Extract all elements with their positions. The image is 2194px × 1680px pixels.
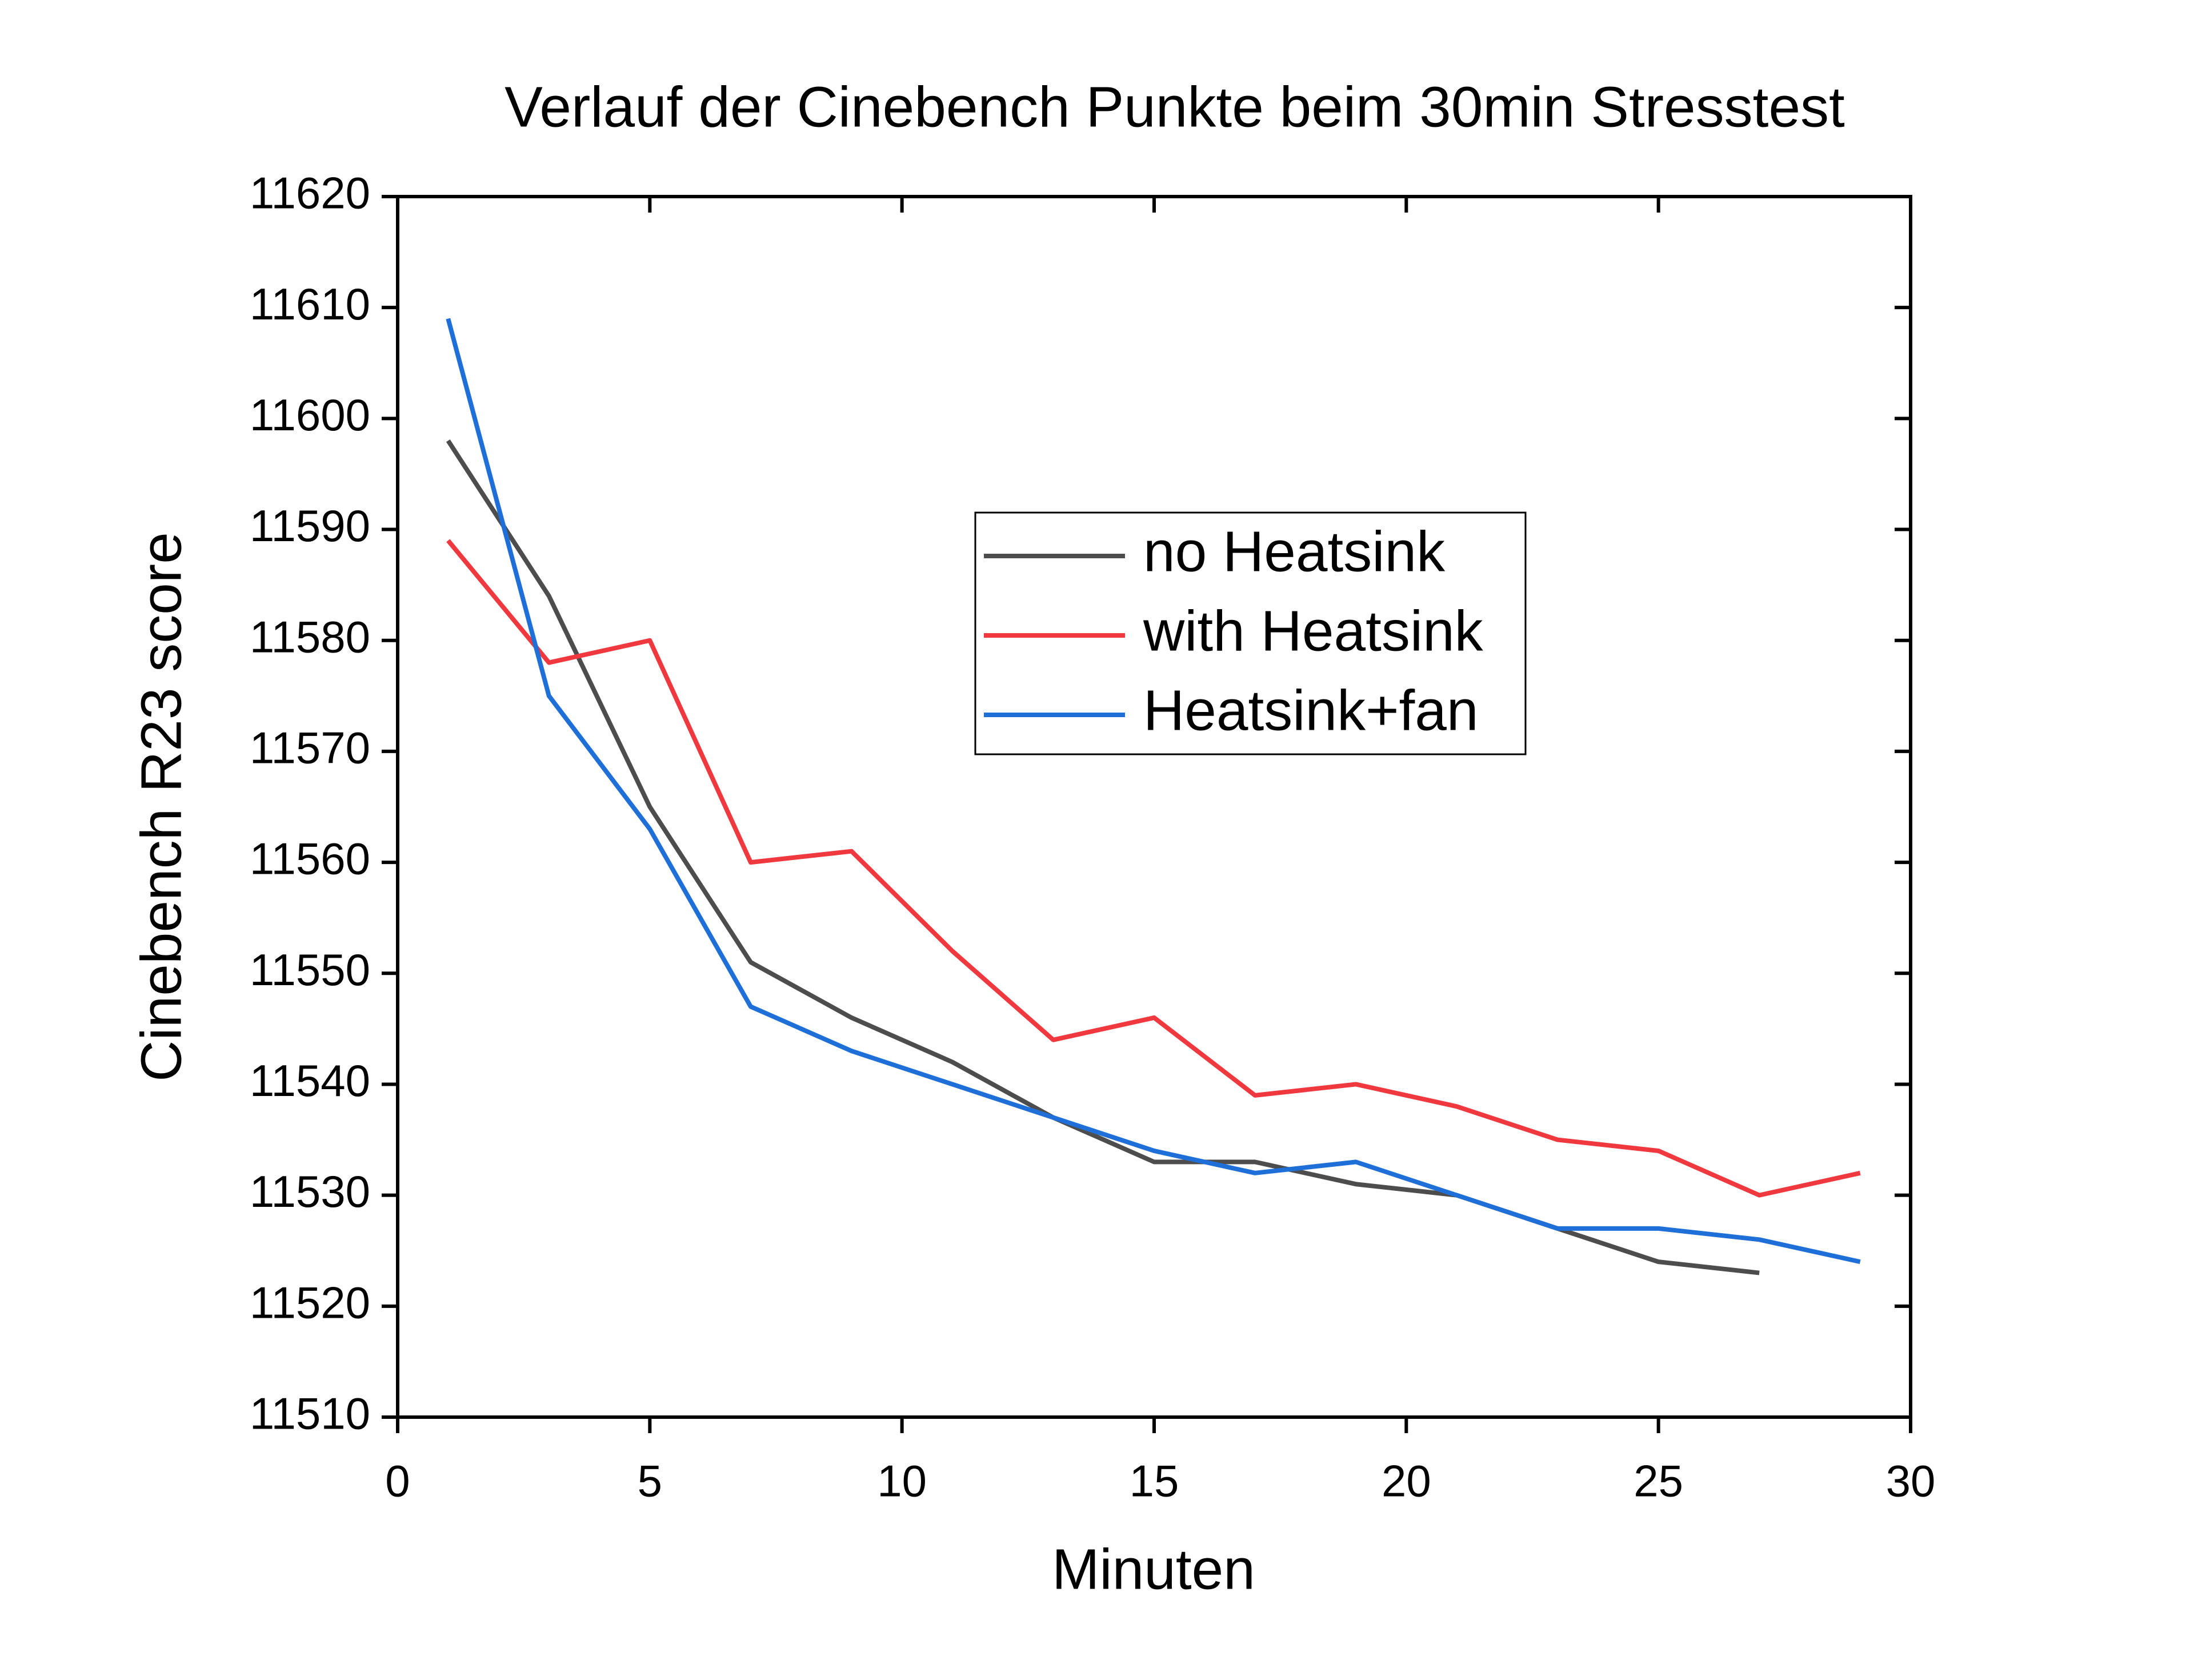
x-tick-label: 25 <box>1634 1456 1683 1506</box>
y-tick-label: 11620 <box>250 168 370 218</box>
y-axis-title: Cinebench R23 score <box>129 532 193 1082</box>
legend-label: Heatsink+fan <box>1143 678 1478 742</box>
y-tick-label: 11520 <box>250 1277 370 1327</box>
x-tick-label: 10 <box>877 1456 927 1506</box>
y-tick-label: 11570 <box>250 723 370 773</box>
y-tick-label: 11550 <box>250 945 370 995</box>
y-tick-label: 11510 <box>250 1389 370 1439</box>
legend-label: with Heatsink <box>1143 599 1484 663</box>
chart-title: Verlauf der Cinebench Punkte beim 30min … <box>505 75 1845 139</box>
y-tick-label: 11530 <box>250 1166 370 1217</box>
x-tick-label: 15 <box>1130 1456 1179 1506</box>
x-tick-label: 0 <box>385 1456 410 1506</box>
y-tick-label: 11540 <box>250 1055 370 1106</box>
x-axis-title: Minuten <box>1052 1537 1255 1601</box>
legend-label: no Heatsink <box>1143 519 1446 583</box>
y-tick-label: 11560 <box>250 834 370 884</box>
x-tick-label: 20 <box>1382 1456 1431 1506</box>
x-tick-label: 5 <box>638 1456 662 1506</box>
y-tick-label: 11610 <box>250 279 370 329</box>
x-tick-label: 30 <box>1886 1456 1936 1506</box>
series-line <box>446 539 1861 1198</box>
series-line <box>446 318 1861 1265</box>
y-tick-label: 11580 <box>250 611 370 662</box>
y-tick-label: 11590 <box>250 501 370 551</box>
y-tick-label: 11600 <box>250 390 370 440</box>
plot-frame <box>396 195 1912 1419</box>
